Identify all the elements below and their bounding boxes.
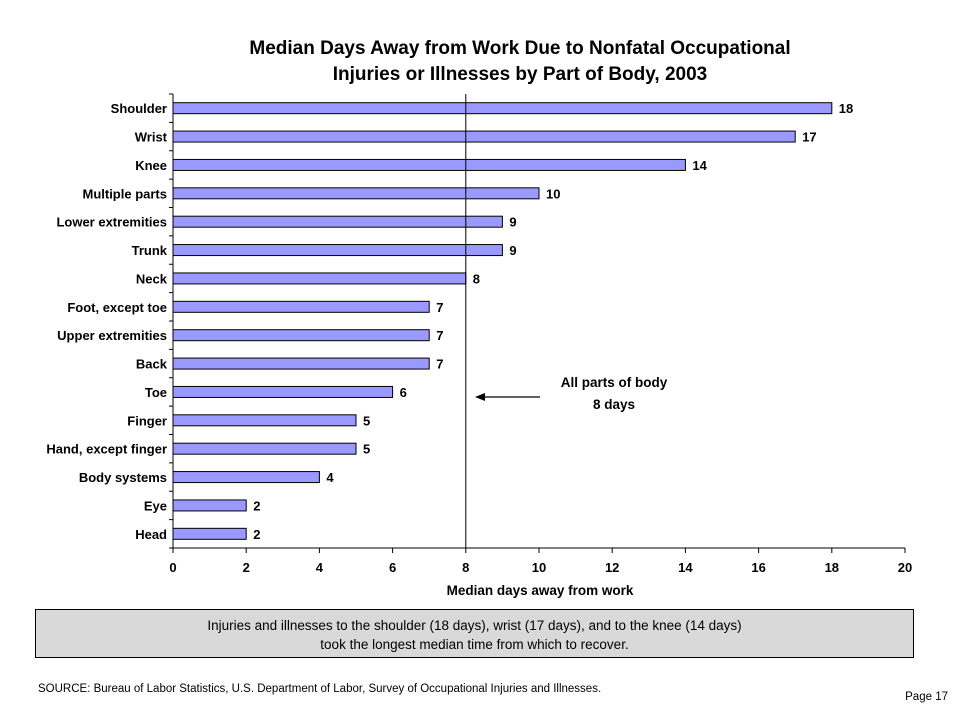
chart-title-line-1: Median Days Away from Work Due to Nonfat… xyxy=(249,38,791,59)
bar-finger xyxy=(172,414,357,427)
category-label-wrist: Wrist xyxy=(135,130,168,145)
x-tick-label-2: 2 xyxy=(243,560,250,575)
category-label-shoulder: Shoulder xyxy=(111,101,167,116)
summary-note-line-1: Injuries and illnesses to the shoulder (… xyxy=(207,618,742,633)
data-label-toe: 6 xyxy=(400,385,407,400)
bars-layer: 18 17 14 10 9 9 8 7 7 7 6 5 5 4 2 2 xyxy=(172,101,853,542)
axes-layer: Shoulder Wrist Knee Multiple parts Lower ext… xyxy=(46,93,912,575)
x-tick-label-12: 12 xyxy=(605,560,619,575)
category-label-hand-except-finger: Hand, except finger xyxy=(46,442,167,457)
bar-chart: 18 17 14 10 9 9 8 7 7 7 6 5 5 4 2 2 Shoulder Wrist Knee Mu… xyxy=(46,93,912,598)
summary-note-box: Injuries and illnesses to the shoulder (… xyxy=(35,609,914,658)
page-number: Page 17 xyxy=(905,691,948,703)
category-label-neck: Neck xyxy=(136,271,168,286)
data-label-foot-except-toe: 7 xyxy=(436,300,443,315)
data-label-back: 7 xyxy=(436,357,443,372)
x-tick-label-20: 20 xyxy=(898,560,912,575)
data-label-head: 2 xyxy=(253,527,260,542)
chart-title-line-2: Injuries or Illnesses by Part of Body, 2… xyxy=(332,64,708,85)
data-label-upper-extremities: 7 xyxy=(436,328,443,343)
x-tick-label-6: 6 xyxy=(389,560,396,575)
source-citation: SOURCE: Bureau of Labor Statistics, U.S.… xyxy=(38,683,602,695)
data-label-eye: 2 xyxy=(253,498,260,513)
bar-neck xyxy=(172,272,467,285)
bar-hand-except-finger xyxy=(172,442,357,455)
bar-wrist xyxy=(172,130,796,143)
chart-title: Median Days Away from Work Due to Nonfat… xyxy=(170,36,870,88)
category-label-finger: Finger xyxy=(127,413,167,428)
data-label-neck: 8 xyxy=(473,271,480,286)
annotation-label-line-2: 8 days xyxy=(593,397,635,412)
x-tick-label-0: 0 xyxy=(169,560,176,575)
data-label-wrist: 17 xyxy=(802,130,816,145)
category-label-back: Back xyxy=(136,357,168,372)
data-label-hand-except-finger: 5 xyxy=(363,442,370,457)
bar-body-systems xyxy=(172,471,320,484)
category-label-foot-except-toe: Foot, except toe xyxy=(67,300,167,315)
x-tick-label-16: 16 xyxy=(751,560,765,575)
annotation-label-line-1: All parts of body xyxy=(561,375,668,390)
category-label-body-systems: Body systems xyxy=(79,470,167,485)
bar-head xyxy=(172,527,247,540)
bar-foot-except-toe xyxy=(172,300,430,313)
data-label-body-systems: 4 xyxy=(326,470,334,485)
data-label-knee: 14 xyxy=(692,158,707,173)
summary-note-line-2: took the longest median time from which … xyxy=(320,637,629,652)
data-label-finger: 5 xyxy=(363,413,370,428)
bar-trunk xyxy=(172,244,503,257)
bar-multiple-parts xyxy=(172,187,540,200)
bar-back xyxy=(172,357,430,370)
category-label-lower-extremities: Lower extremities xyxy=(56,215,167,230)
data-label-lower-extremities: 9 xyxy=(509,215,516,230)
data-label-multiple-parts: 10 xyxy=(546,186,560,201)
x-tick-label-4: 4 xyxy=(316,560,324,575)
category-label-head: Head xyxy=(135,527,167,542)
bar-knee xyxy=(172,158,686,171)
category-label-toe: Toe xyxy=(145,385,167,400)
x-tick-label-18: 18 xyxy=(825,560,839,575)
data-label-shoulder: 18 xyxy=(839,101,853,116)
bar-toe xyxy=(172,385,394,398)
category-label-knee: Knee xyxy=(135,158,167,173)
x-tick-label-8: 8 xyxy=(462,560,469,575)
category-label-upper-extremities: Upper extremities xyxy=(57,328,167,343)
category-label-trunk: Trunk xyxy=(132,243,168,258)
bar-lower-extremities xyxy=(172,215,503,228)
bar-eye xyxy=(172,499,247,512)
data-label-trunk: 9 xyxy=(509,243,516,258)
x-tick-label-10: 10 xyxy=(532,560,546,575)
annotation-arrowhead xyxy=(475,393,485,401)
bar-upper-extremities xyxy=(172,329,430,342)
x-tick-label-14: 14 xyxy=(678,560,693,575)
category-label-eye: Eye xyxy=(144,498,167,513)
category-label-multiple-parts: Multiple parts xyxy=(82,186,167,201)
bar-shoulder xyxy=(172,102,833,115)
x-axis-label: Median days away from work xyxy=(447,583,634,598)
